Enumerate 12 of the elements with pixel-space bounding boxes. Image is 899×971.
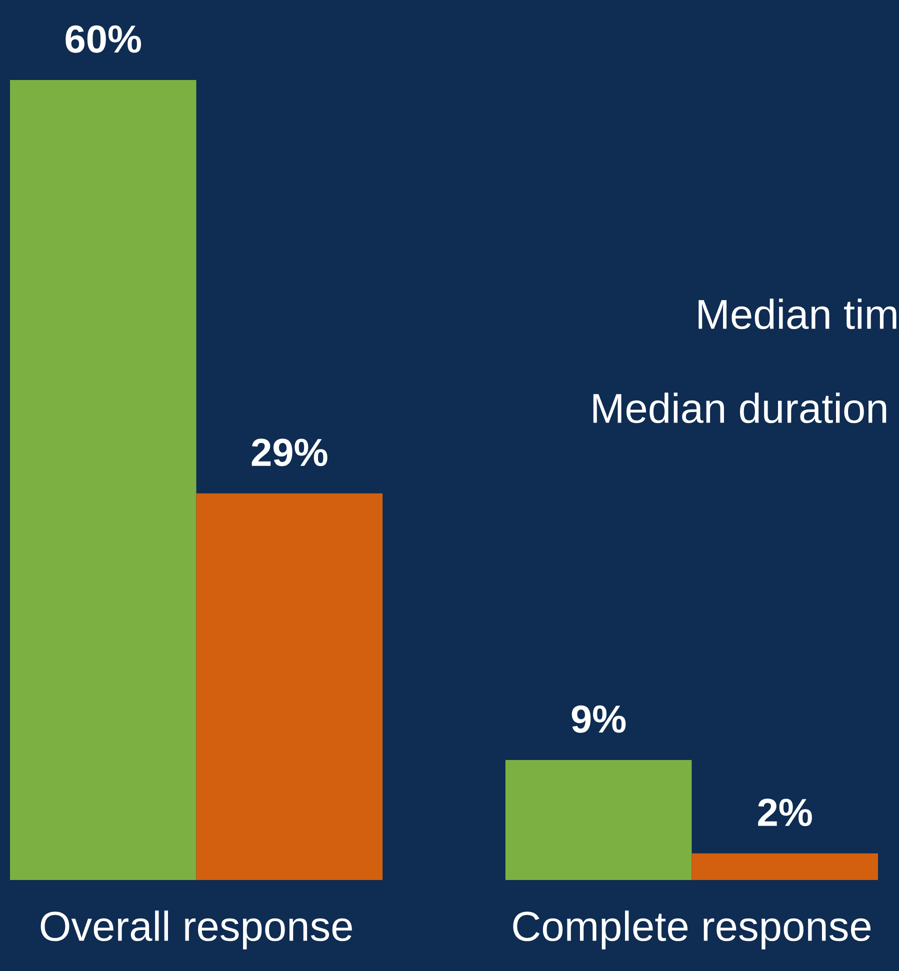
x-tick-label: Overall response [40,910,352,950]
data-label: 9% [572,705,626,733]
bar [196,493,383,880]
bar [10,80,196,880]
annotation: Median duration [593,392,886,424]
bar [692,853,878,880]
x-tick-label: Complete response [513,910,871,950]
data-label: 29% [252,438,328,466]
annotation: Median tim [698,298,896,330]
bar [505,760,692,880]
data-label: 60% [66,25,142,53]
data-label: 2% [758,798,812,826]
